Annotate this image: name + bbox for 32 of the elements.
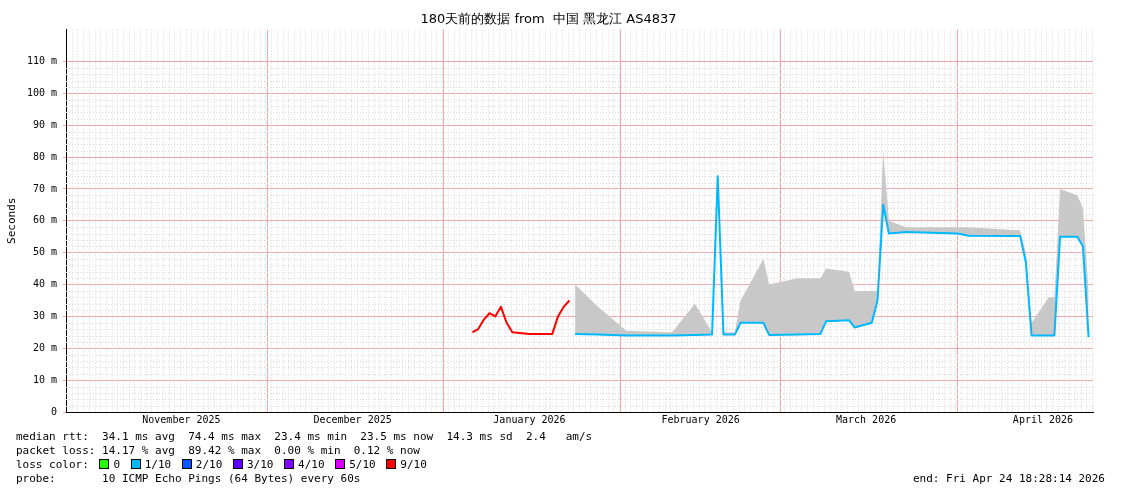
y-tick-label: 90 m <box>32 118 57 130</box>
y-tick-label: 20 m <box>32 341 57 353</box>
y-tick-label: 10 m <box>32 373 57 385</box>
y-tick-label: 70 m <box>32 182 57 194</box>
y-tick-label: 50 m <box>32 246 57 258</box>
text: packet loss: 14.17 % avg 89.42 % max 0.00 % min 0.12 % now <box>16 444 421 458</box>
y-tick-label: 30 m <box>32 309 57 321</box>
y-tick-label: 0 <box>50 405 57 417</box>
y-tick-label: 60 m <box>32 214 57 226</box>
text: probe: 10 ICMP Echo Pings (64 Bytes) every 60s <box>16 472 361 486</box>
x-tick-label: April 2026 <box>1012 413 1074 425</box>
x-tick-label: November 2025 <box>142 413 221 425</box>
y-axis-title: Seconds <box>5 197 19 244</box>
legend-label: 2/10 <box>195 458 224 471</box>
legend-title: loss color: <box>16 458 90 471</box>
legend-label: 9/10 <box>400 458 428 471</box>
y-tick-label: 80 m <box>32 150 57 162</box>
legend-label: 1/10 <box>144 458 173 471</box>
legend-label: 0 <box>113 458 122 471</box>
text: end: Fri Apr 24 18:28:14 2026 <box>912 472 1105 486</box>
x-tick-label: January 2026 <box>493 413 566 425</box>
text: median rtt: 34.1 ms avg 74.4 ms max 23.4 ms min 23.5 ms now 14.3 ms sd 2.4 am/s <box>16 430 594 444</box>
legend-label: 5/10 <box>349 458 377 471</box>
chart-title: 180天前的数据 from 中国 黑龙江 AS4837 <box>420 11 677 27</box>
x-tick-label: March 2026 <box>835 413 897 425</box>
legend-label: 4/10 <box>298 458 326 471</box>
y-tick-label: 40 m <box>32 278 57 290</box>
x-tick-label: December 2025 <box>313 413 392 425</box>
y-tick-label: 110 m <box>26 55 57 67</box>
legend-label: 3/10 <box>246 458 275 471</box>
x-tick-label: February 2026 <box>661 413 740 425</box>
y-tick-label: 100 m <box>26 86 57 98</box>
